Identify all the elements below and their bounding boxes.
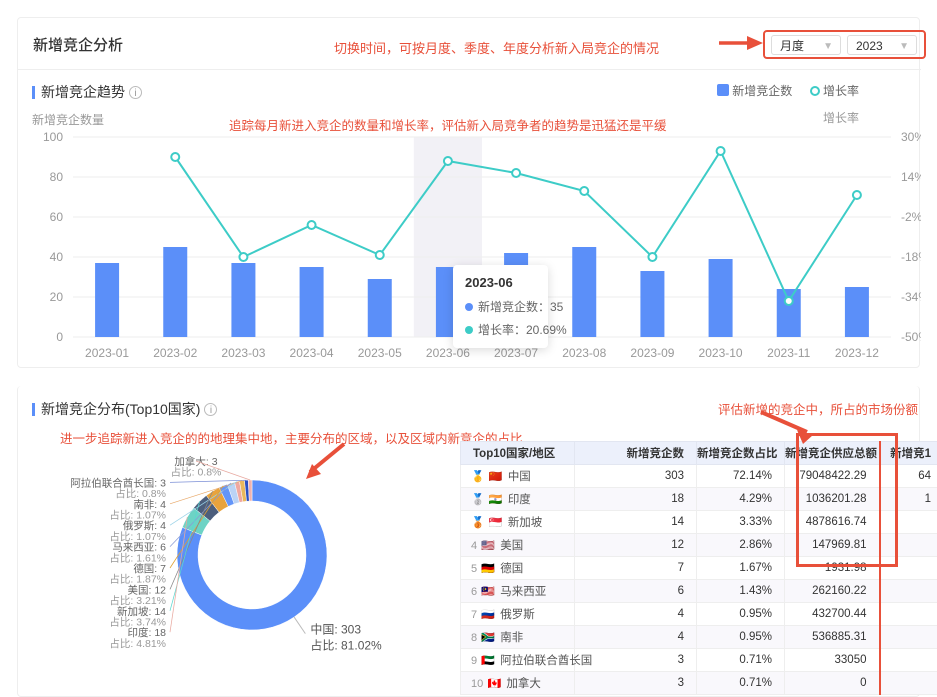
svg-text:-2%: -2% <box>901 210 921 224</box>
svg-text:中国: 303: 中国: 303 <box>310 622 361 637</box>
svg-text:80: 80 <box>50 170 64 184</box>
svg-text:占比: 0.8%: 占比: 0.8% <box>171 466 222 479</box>
svg-text:20: 20 <box>50 290 64 304</box>
svg-text:占比: 81.02%: 占比: 81.02% <box>310 638 382 653</box>
svg-text:2023-01: 2023-01 <box>85 346 129 360</box>
svg-text:2023-02: 2023-02 <box>153 346 197 360</box>
svg-text:2023-10: 2023-10 <box>699 346 743 360</box>
svg-text:2023-03: 2023-03 <box>221 346 265 360</box>
svg-text:60: 60 <box>50 210 64 224</box>
svg-text:2023-05: 2023-05 <box>358 346 402 360</box>
svg-text:2023-09: 2023-09 <box>630 346 674 360</box>
svg-text:100: 100 <box>43 130 63 144</box>
svg-text:30%: 30% <box>901 130 921 144</box>
svg-text:2023-12: 2023-12 <box>835 346 879 360</box>
svg-text:-50%: -50% <box>901 330 921 344</box>
svg-text:40: 40 <box>50 250 64 264</box>
svg-text:2023-04: 2023-04 <box>290 346 334 360</box>
svg-text:2023-06: 2023-06 <box>426 346 470 360</box>
svg-text:-34%: -34% <box>901 290 921 304</box>
svg-text:2023-07: 2023-07 <box>494 346 538 360</box>
svg-text:14%: 14% <box>901 170 921 184</box>
svg-text:占比: 4.81%: 占比: 4.81% <box>109 637 166 650</box>
svg-text:-18%: -18% <box>901 250 921 264</box>
svg-text:2023-08: 2023-08 <box>562 346 606 360</box>
svg-text:0: 0 <box>56 330 63 344</box>
svg-text:2023-11: 2023-11 <box>767 346 810 360</box>
